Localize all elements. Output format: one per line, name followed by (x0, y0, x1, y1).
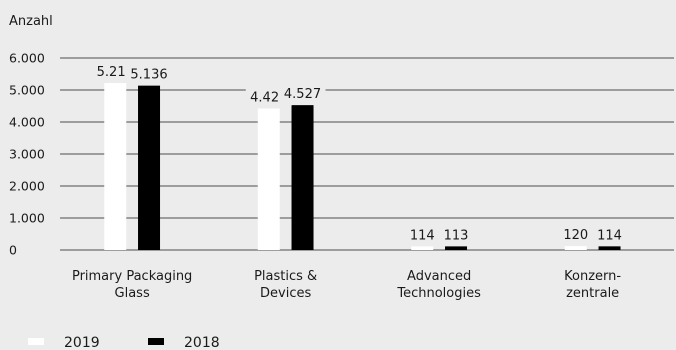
bar-2018 (599, 246, 621, 250)
bar-2019 (565, 246, 587, 250)
y-tick-label: 6.000 (9, 51, 45, 66)
legend-label: 2018 (184, 335, 220, 350)
bar-2018 (445, 246, 467, 250)
legend-label: 2019 (64, 335, 100, 350)
data-label: 113 (444, 228, 469, 243)
data-label: 4.527 (284, 87, 321, 102)
category-label: Primary Packaging Glass (72, 269, 192, 301)
bar-2018 (138, 86, 160, 250)
y-axis-ticks: 0 1.000 2.000 3.000 4.000 5.000 6.000 (9, 51, 45, 258)
bar-2019 (258, 108, 280, 250)
y-tick-label: 5.000 (9, 83, 45, 98)
category-label: Plastics & Devices (254, 269, 317, 301)
bars (104, 83, 620, 250)
category-label: Advanced Technologies (396, 269, 481, 301)
y-tick-label: 2.000 (9, 179, 45, 194)
legend-swatch-2018 (148, 338, 164, 345)
legend-swatch-2019 (28, 338, 44, 345)
data-label: 120 (563, 228, 588, 243)
legend: 2019 2018 (28, 335, 220, 350)
data-label: 5.136 (130, 68, 167, 83)
category-labels: Primary Packaging Glass Plastics & Devices A… (72, 269, 621, 301)
bar-2018 (292, 105, 314, 250)
y-tick-label: 0 (9, 243, 17, 258)
bar-2019 (411, 246, 433, 250)
y-tick-label: 1.000 (9, 211, 45, 226)
data-label: 114 (597, 228, 622, 243)
y-axis-label: Anzahl (9, 14, 53, 29)
category-label: Konzern-zentrale (564, 269, 621, 301)
bar-2019 (104, 83, 126, 250)
y-tick-label: 3.000 (9, 147, 45, 162)
data-label: 114 (410, 228, 435, 243)
y-tick-label: 4.000 (9, 115, 45, 130)
